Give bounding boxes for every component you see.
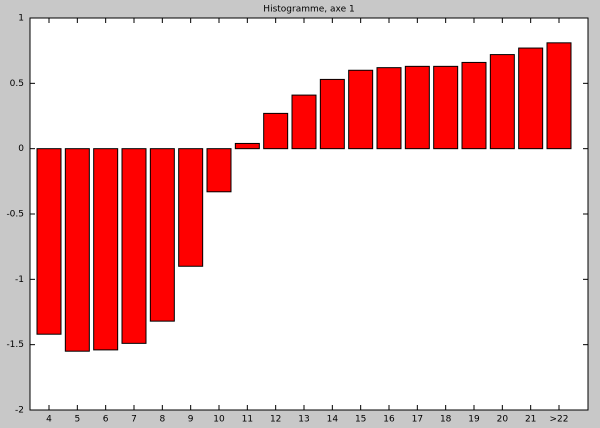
y-tick-label: 1 bbox=[18, 14, 24, 24]
x-tick-label: 16 bbox=[383, 415, 395, 425]
bar bbox=[433, 65, 459, 150]
x-tick-label: 11 bbox=[242, 415, 253, 425]
x-tick-label: 18 bbox=[440, 415, 452, 425]
x-tick-label: 8 bbox=[159, 415, 165, 425]
x-tick-label: 6 bbox=[103, 415, 109, 425]
x-tick-label: 14 bbox=[327, 415, 339, 425]
bar bbox=[178, 148, 204, 267]
x-tick-label: 17 bbox=[412, 415, 423, 425]
bar bbox=[348, 69, 374, 150]
y-tick-label: 0.5 bbox=[10, 79, 24, 89]
bar bbox=[36, 148, 62, 335]
bar bbox=[461, 61, 487, 150]
x-tick-label: 9 bbox=[188, 415, 194, 425]
bar bbox=[263, 112, 289, 150]
x-tick-label: 13 bbox=[298, 415, 309, 425]
x-tick-label: 12 bbox=[270, 415, 281, 425]
bar bbox=[93, 148, 119, 351]
x-tick-label: >22 bbox=[550, 415, 569, 425]
bar bbox=[291, 94, 317, 150]
bar bbox=[376, 67, 402, 150]
bar bbox=[206, 148, 232, 193]
x-tick-label: 21 bbox=[525, 415, 536, 425]
y-tick-label: -0.5 bbox=[6, 210, 24, 220]
x-tick-label: 10 bbox=[213, 415, 225, 425]
chart-title: Histogramme, axe 1 bbox=[263, 5, 354, 15]
x-tick-label: 7 bbox=[131, 415, 137, 425]
bar bbox=[518, 47, 544, 150]
bar bbox=[64, 148, 90, 352]
bar bbox=[489, 54, 515, 150]
x-tick-label: 4 bbox=[46, 415, 52, 425]
y-tick-label: 0 bbox=[18, 144, 24, 154]
y-tick-label: -1 bbox=[15, 275, 24, 285]
x-tick-label: 20 bbox=[497, 415, 509, 425]
bar bbox=[404, 65, 430, 150]
bar bbox=[319, 78, 345, 150]
bar bbox=[234, 142, 260, 150]
y-tick-label: -2 bbox=[15, 406, 24, 416]
x-tick-label: 5 bbox=[74, 415, 80, 425]
y-tick-label: -1.5 bbox=[6, 340, 24, 350]
x-tick-label: 15 bbox=[355, 415, 366, 425]
bar bbox=[121, 148, 147, 344]
bar bbox=[546, 42, 572, 150]
x-tick-label: 19 bbox=[468, 415, 480, 425]
bar bbox=[149, 148, 175, 322]
